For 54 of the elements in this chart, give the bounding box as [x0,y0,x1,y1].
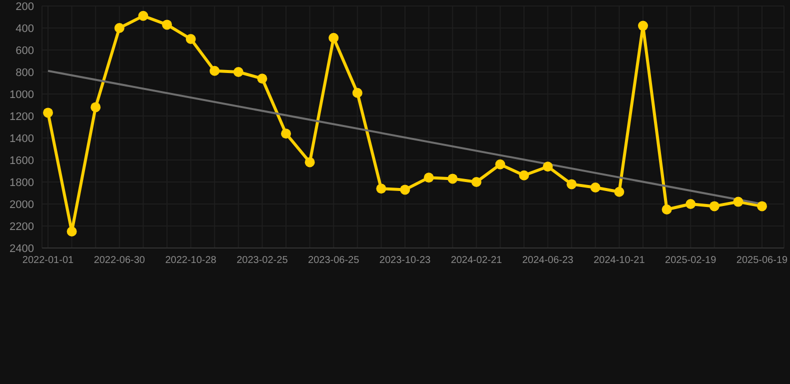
x-tick-label: 2022-06-30 [94,255,146,266]
point [733,196,744,207]
point [638,20,648,31]
x-tick-label: 2024-06-23 [522,255,574,266]
y-tick-label: 2200 [10,220,34,233]
point [186,34,196,44]
x-tick-label: 2022-01-01 [22,255,74,266]
point [686,199,696,209]
point [566,179,577,190]
point [757,201,767,212]
point [66,226,77,236]
y-tick-label: 1600 [10,154,34,167]
y-tick-label: 1800 [10,176,34,189]
y-tick-label: 400 [16,22,34,35]
x-tick-label: 2022-10-28 [165,255,217,266]
point [614,186,624,197]
x-tick-label: 2024-02-21 [450,255,502,266]
point [519,170,529,180]
y-tick-label: 800 [16,66,34,79]
y-tick-label: 1000 [10,88,34,101]
point [257,74,268,84]
x-tick-label: 2023-06-25 [308,255,360,266]
point [233,67,244,77]
point [352,88,362,98]
x-tick-label: 2023-10-23 [379,255,432,266]
point [448,174,458,184]
point [542,162,553,172]
y-tick-label: 200 [16,0,34,13]
point [471,177,482,187]
point [162,20,172,30]
y-tick-label: 1400 [10,132,34,145]
point [114,23,124,33]
y-tick-label: 2000 [10,198,34,211]
point [90,102,101,112]
point [590,182,600,192]
y-tick-label: 600 [16,44,34,57]
x-tick-label: 2025-02-19 [665,255,717,266]
point [328,32,339,43]
point [709,201,720,212]
point [424,172,434,183]
point [281,128,291,139]
point [304,157,315,168]
point [495,159,506,170]
point [210,66,220,76]
point [400,184,410,195]
x-tick-label: 2023-02-25 [236,255,288,266]
x-tick-label: 2025-06-19 [736,255,788,266]
x-tick-label: 2024-10-21 [594,255,646,266]
point [138,10,148,21]
point [376,184,386,194]
point [662,204,672,214]
y-tick-label: 2400 [10,242,34,255]
point [43,108,53,118]
y-tick-label: 1200 [10,110,34,123]
